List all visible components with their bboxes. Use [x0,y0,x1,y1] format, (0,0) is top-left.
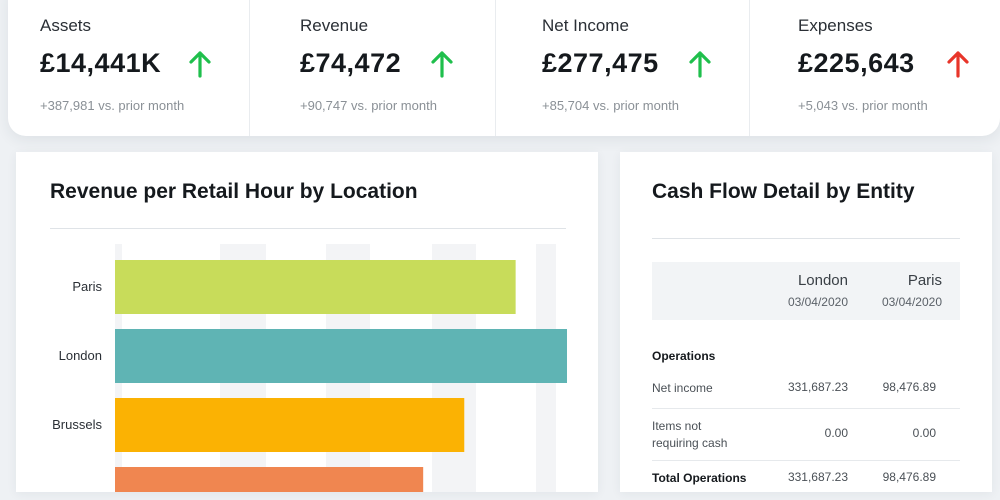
cash-flow-card: Cash Flow Detail by Entity London 03/04/… [620,152,992,492]
bar-london[interactable] [115,329,567,383]
table-row[interactable]: Items not requiring cash 0.00 0.00 [652,418,960,462]
column-date: 03/04/2020 [881,295,942,309]
category-label: London [59,348,102,363]
chart-title: Revenue per Retail Hour by Location [50,180,418,203]
category-label: Paris [72,279,102,294]
kpi-value: £74,472 [300,48,402,78]
kpi-value: £277,475 [542,48,659,78]
row-divider [652,408,960,409]
column-date: 03/04/2020 [787,295,848,309]
kpi-label: Assets [40,16,92,35]
arrow-up-icon [947,51,969,78]
cell-paris: 0.00 [912,426,936,440]
kpi-label: Revenue [300,16,369,35]
divider [50,228,566,229]
cell-paris: 98,476.89 [882,380,936,394]
arrow-up-icon [189,51,211,78]
column-header-paris[interactable]: Paris 03/04/2020 [882,272,942,309]
kpi-delta: +90,747 vs. prior month [300,98,437,113]
cell-london: 331,687.23 [787,380,848,394]
row-label: Total Operations [652,471,747,485]
column-header-london[interactable]: London 03/04/2020 [788,272,848,309]
kpi-value: £225,643 [798,48,915,78]
revenue-chart-card: Revenue per Retail Hour by Location Pari… [16,152,598,492]
table-row[interactable]: Net income 331,687.23 98,476.89 [652,380,960,410]
kpi-card-assets[interactable]: Assets £14,441K +387,981 vs. prior month [8,0,250,136]
kpi-delta: +387,981 vs. prior month [40,98,185,113]
kpi-label: Net Income [542,16,629,35]
column-name: London [797,272,848,289]
kpi-card-net-income[interactable]: Net Income £277,475 +85,704 vs. prior mo… [496,0,750,136]
bar-brussels[interactable] [115,398,465,452]
cell-paris: 98,476.89 [882,470,936,484]
arrow-up-icon [689,51,711,78]
row-divider [652,460,960,461]
row-label: Net income [652,381,713,395]
arrow-up-icon [431,51,453,78]
cell-london: 331,687.23 [787,470,848,484]
row-label: Items not requiring cash [652,419,728,450]
revenue-bar-chart: Paris London Brussels [52,244,567,492]
table-header: London 03/04/2020 Paris 03/04/2020 [652,262,960,320]
section-heading: Operations [652,349,716,363]
cell-london: 0.00 [824,426,848,440]
kpi-delta: +5,043 vs. prior month [798,98,928,113]
divider [652,238,960,239]
category-label: Brussels [52,417,102,432]
bar-paris[interactable] [115,260,516,314]
table-row[interactable]: Total Operations 331,687.23 98,476.89 [652,470,960,500]
kpi-summary-bar: Assets £14,441K +387,981 vs. prior month… [8,0,1000,136]
card-title: Cash Flow Detail by Entity [652,180,915,203]
kpi-delta: +85,704 vs. prior month [542,98,679,113]
kpi-card-revenue[interactable]: Revenue £74,472 +90,747 vs. prior month [250,0,496,136]
kpi-label: Expenses [798,16,873,35]
column-name: Paris [907,272,942,289]
kpi-card-expenses[interactable]: Expenses £225,643 +5,043 vs. prior month [750,0,1000,136]
kpi-value: £14,441K [40,48,162,78]
